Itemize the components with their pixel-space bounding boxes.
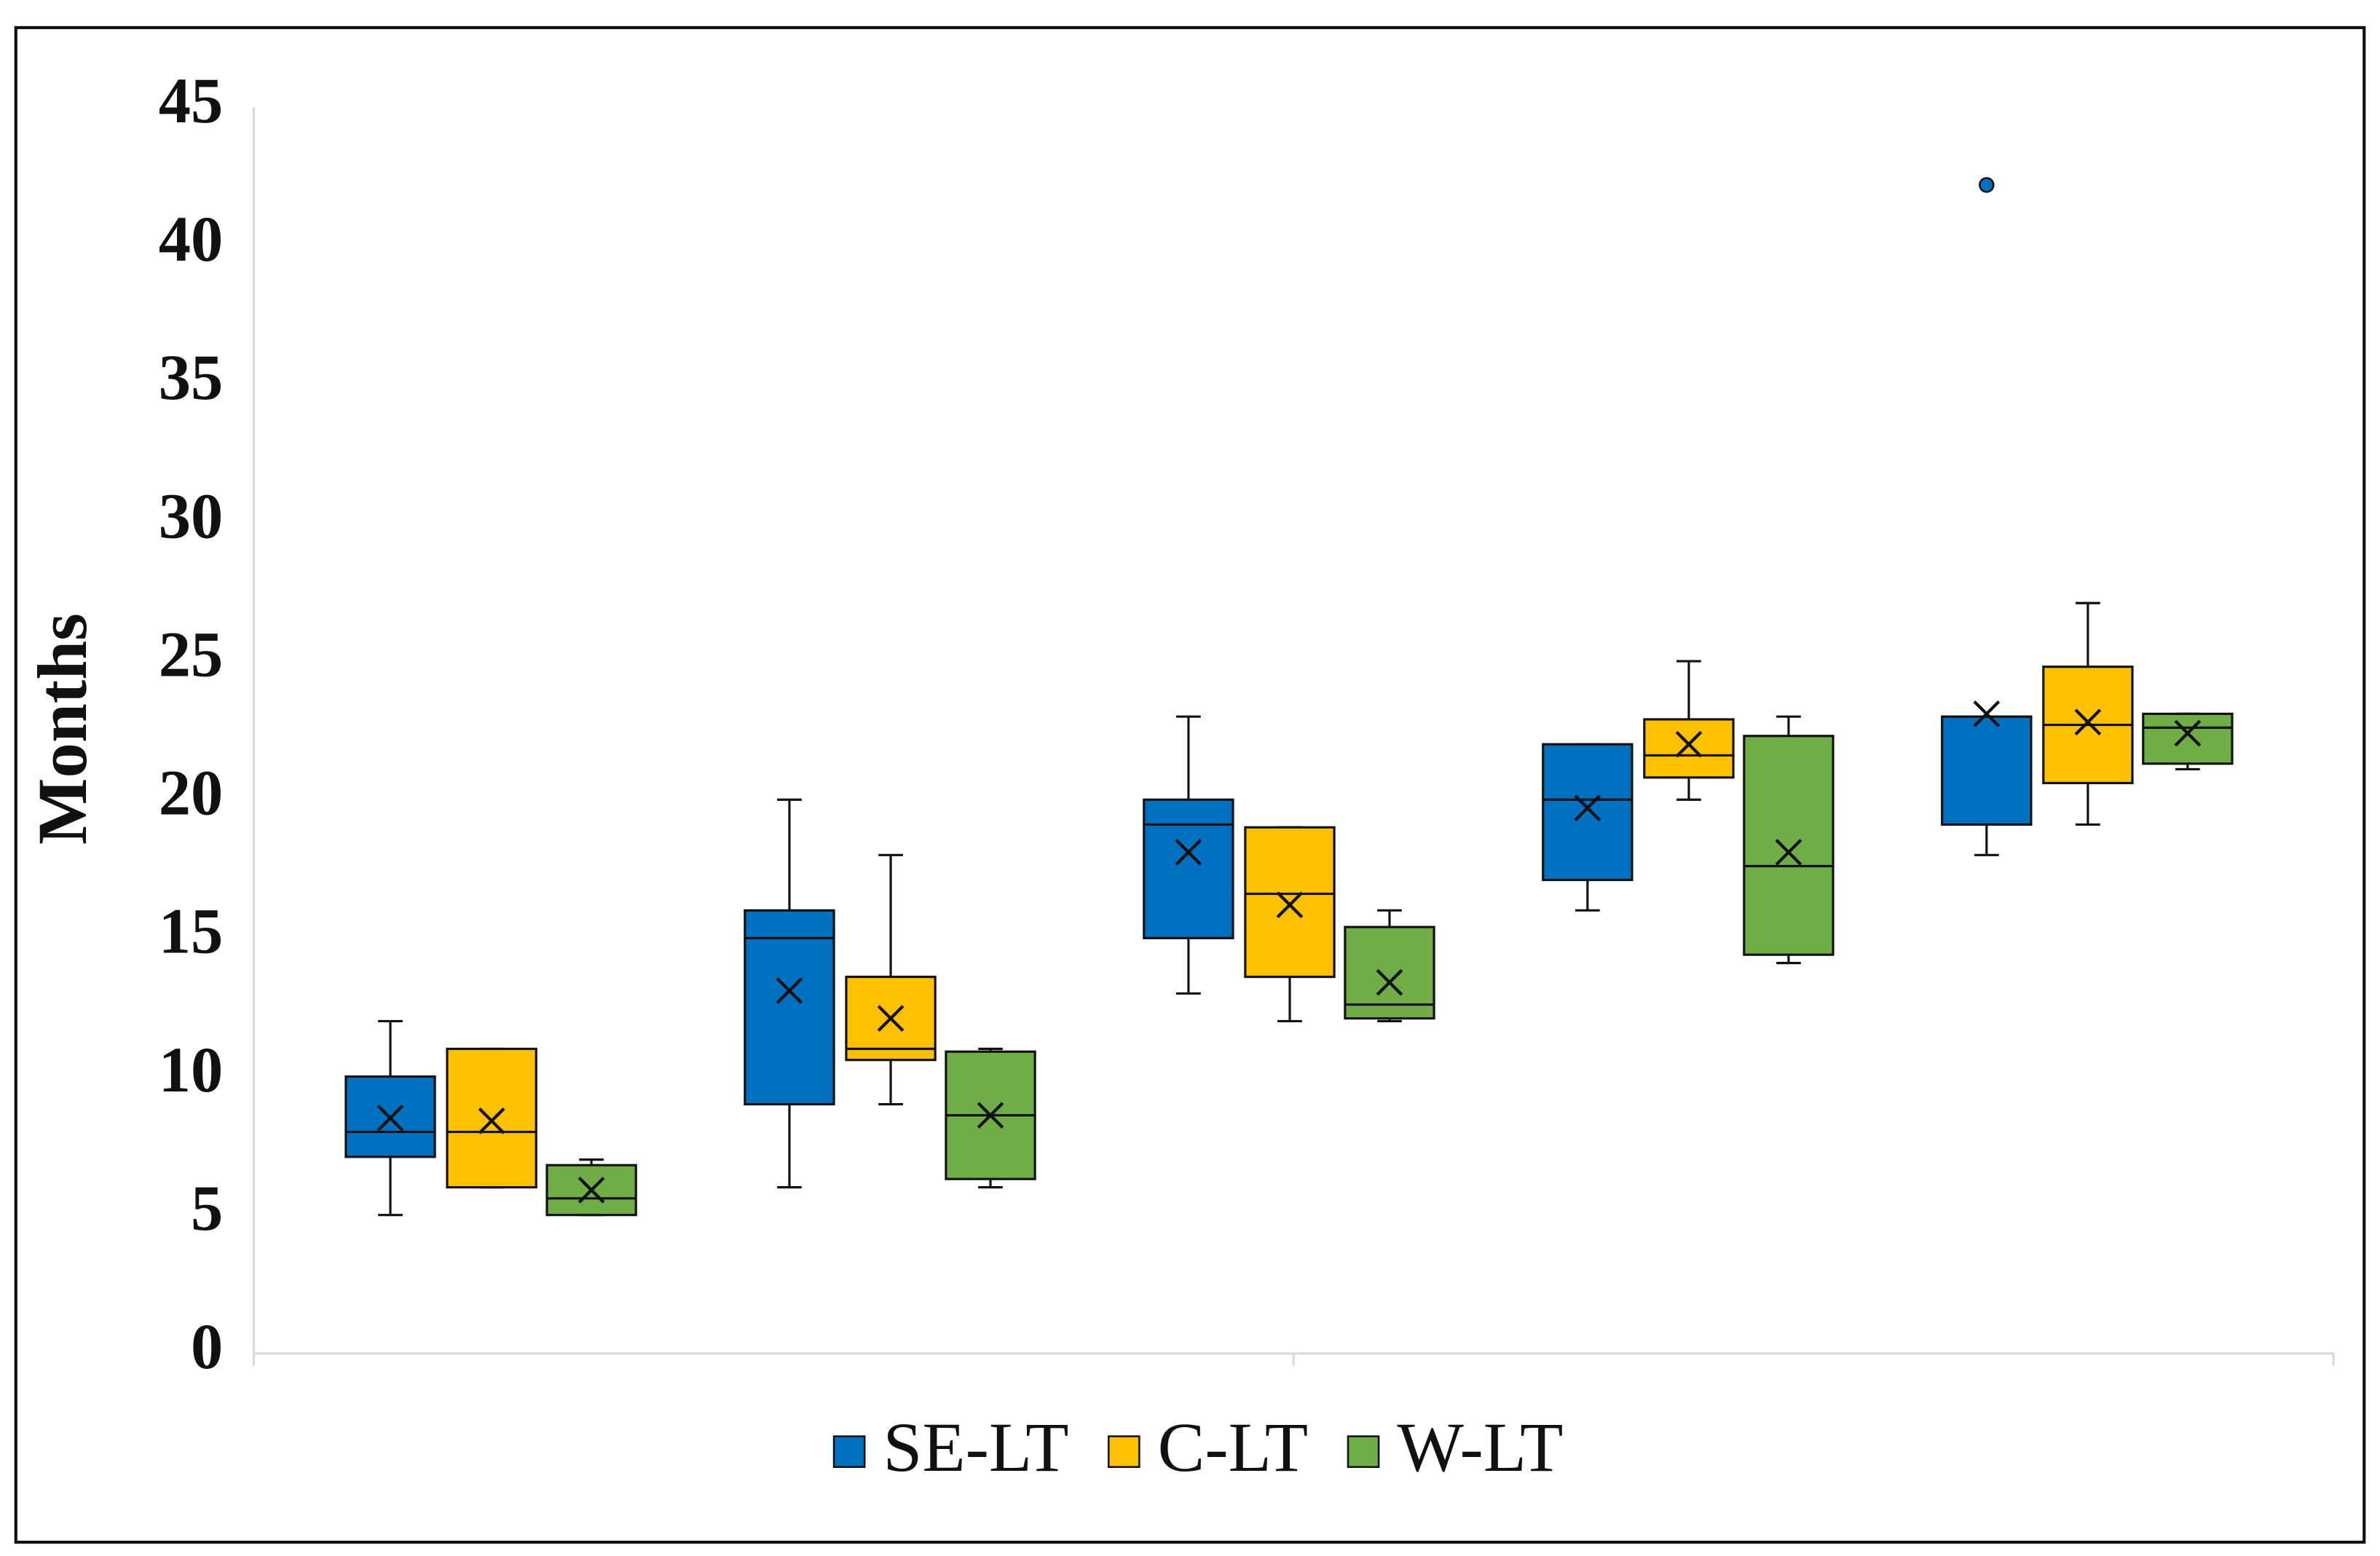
box <box>1344 925 1435 1020</box>
mean-marker <box>1775 839 1802 866</box>
mean-marker <box>877 1005 905 1032</box>
legend-label: SE-LT <box>883 1408 1069 1486</box>
mean-marker <box>1276 891 1304 919</box>
box-group <box>1542 743 1634 912</box>
box-group <box>1743 715 1835 965</box>
y-tick-label: 25 <box>159 619 223 690</box>
box <box>1941 715 2033 826</box>
mean-marker <box>578 1177 605 1204</box>
box-group <box>945 1047 1036 1189</box>
box-group <box>545 1158 637 1217</box>
outlier <box>1979 177 1995 193</box>
mean-marker <box>1175 839 1202 866</box>
box-group <box>2042 601 2134 826</box>
mean-marker <box>1675 730 1703 758</box>
box <box>1143 798 1234 939</box>
legend-swatch <box>832 1435 866 1469</box>
box-group <box>2142 712 2234 770</box>
y-tick-label: 40 <box>159 204 223 275</box>
box <box>446 1047 537 1189</box>
box-group <box>1143 715 1234 995</box>
mean-marker <box>977 1102 1004 1129</box>
box-group <box>344 1019 436 1217</box>
mean-marker <box>478 1107 505 1134</box>
y-tick-label: 15 <box>159 896 223 968</box>
y-tick-label: 20 <box>159 758 223 829</box>
box-group <box>1941 177 2033 856</box>
box-group <box>1344 909 1435 1023</box>
y-tick-label: 10 <box>159 1035 223 1106</box>
box-group <box>744 798 835 1189</box>
box <box>1743 735 1835 956</box>
mean-marker <box>1376 968 1403 996</box>
box <box>1244 826 1336 979</box>
box <box>744 909 835 1106</box>
box-group <box>446 1047 537 1189</box>
box <box>545 1164 637 1217</box>
y-tick-label: 45 <box>159 66 223 137</box>
box-group <box>845 853 937 1106</box>
y-axis-title: Months <box>23 613 101 845</box>
mean-marker <box>2174 719 2202 747</box>
legend-label: C-LT <box>1158 1408 1308 1486</box>
mean-marker <box>776 977 803 1004</box>
legend-label: W-LT <box>1397 1408 1563 1486</box>
mean-marker <box>1973 700 2001 727</box>
box-group <box>1643 660 1735 801</box>
box <box>1542 743 1634 882</box>
y-tick-label: 30 <box>159 481 223 552</box>
mean-marker <box>377 1105 404 1132</box>
y-tick-label: 35 <box>159 342 223 414</box>
legend-swatch <box>1347 1435 1380 1469</box>
box <box>1643 718 1735 779</box>
legend-swatch <box>1107 1435 1140 1469</box>
box <box>2142 712 2234 765</box>
mean-marker <box>1574 794 1601 821</box>
box-group <box>1244 826 1336 1023</box>
y-tick-label: 5 <box>191 1173 223 1244</box>
y-tick-label: 0 <box>191 1311 223 1383</box>
mean-marker <box>2074 708 2102 736</box>
